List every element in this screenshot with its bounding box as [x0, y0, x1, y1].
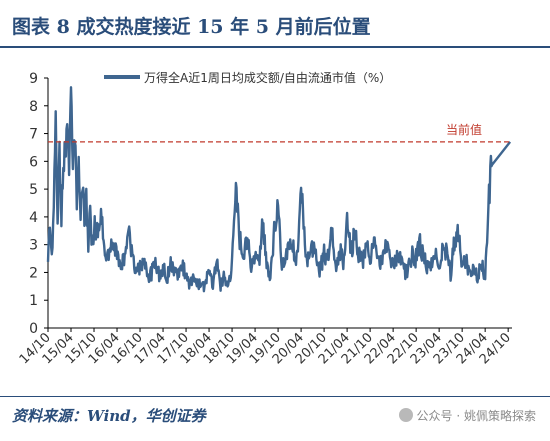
turnover-chart: 0 1 2 3 4 5 6 7 8 9 14/1015/0415/1016/0416/1017/0…	[17, 70, 514, 367]
y-tick-label: 6	[29, 154, 38, 170]
y-tick-label: 1	[29, 293, 38, 309]
y-tick-label: 9	[29, 71, 38, 87]
reference-layer: 当前值	[48, 122, 510, 143]
y-tick-label: 8	[29, 99, 38, 115]
y-axis-ticks: 0 1 2 3 4 5 6 7 8 9	[29, 71, 48, 337]
watermark-text: 公众号 · 姚佩策略探索	[416, 409, 536, 423]
legend-label: 万得全A近1周日均成交额/自由流通市值（%）	[144, 70, 391, 85]
y-tick-label: 4	[29, 210, 38, 226]
legend: 万得全A近1周日均成交额/自由流通市值（%）	[104, 70, 391, 85]
footer-divider	[0, 396, 550, 397]
watermark: 公众号 · 姚佩策略探索	[398, 407, 536, 424]
y-tick-label: 5	[29, 182, 38, 198]
wechat-icon	[398, 408, 413, 422]
y-tick-label: 7	[29, 127, 38, 143]
y-tick-label: 3	[29, 238, 38, 254]
series-line	[46, 86, 512, 293]
series-layer	[46, 86, 512, 293]
reference-label: 当前值	[446, 122, 482, 137]
page-title: 图表 8 成交热度接近 15 年 5 月前后位置	[12, 16, 371, 38]
chart-axes	[47, 78, 512, 329]
source-note: 资料来源：Wind，华创证券	[12, 407, 206, 425]
title-bar: 图表 8 成交热度接近 15 年 5 月前后位置	[0, 0, 550, 48]
title-divider	[0, 46, 550, 48]
y-tick-label: 0	[29, 321, 38, 337]
x-axis-ticks: 14/1015/0415/1016/0416/1017/0417/1018/04…	[17, 328, 514, 367]
y-tick-label: 2	[29, 265, 38, 281]
